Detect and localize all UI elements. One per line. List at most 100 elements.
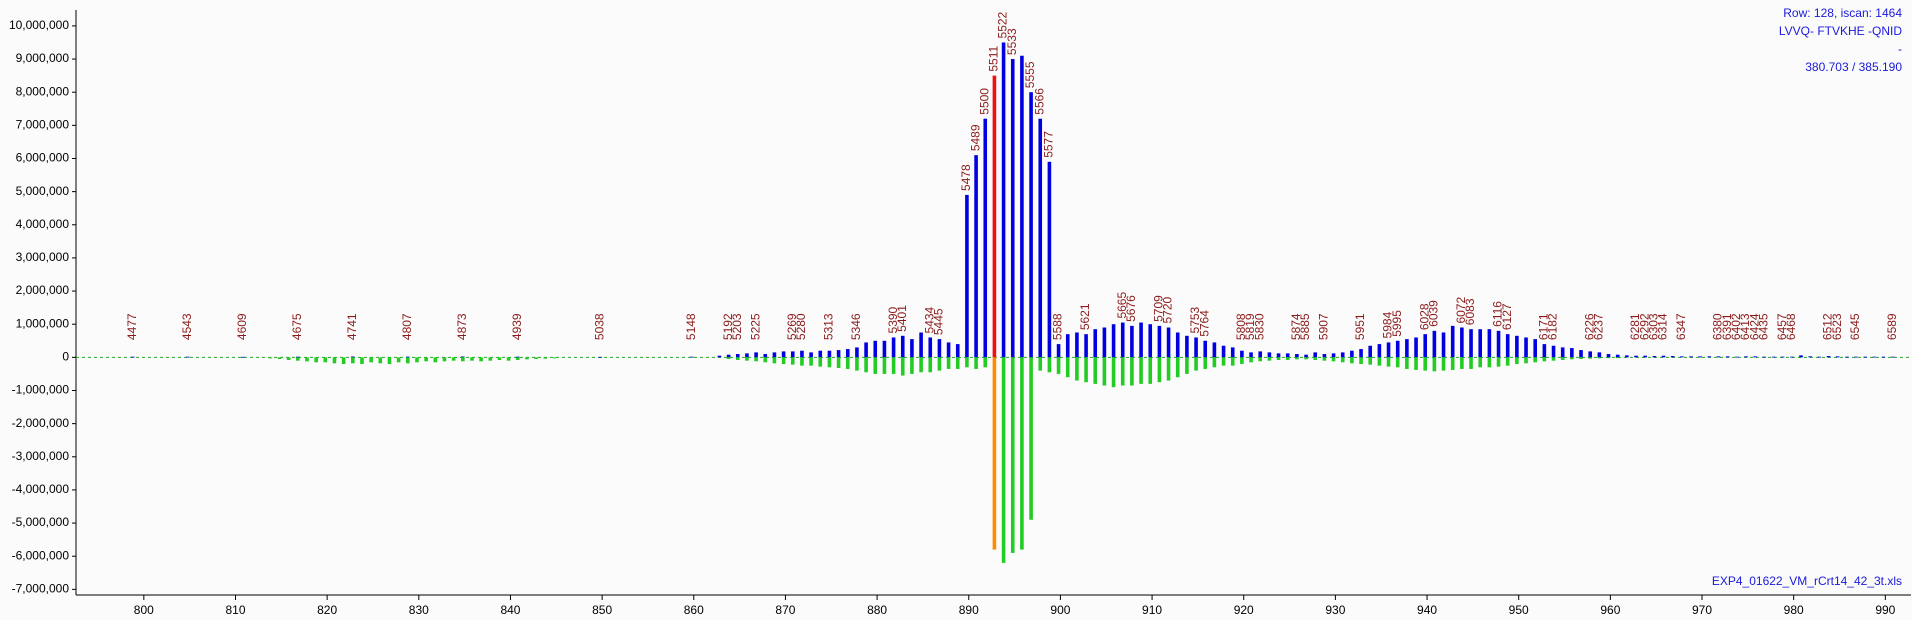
bar xyxy=(1258,351,1263,358)
bar xyxy=(1505,334,1510,358)
bar xyxy=(1111,324,1116,358)
bar xyxy=(855,357,859,371)
bar xyxy=(1010,59,1015,358)
peak-label: 6303 xyxy=(1647,313,1661,340)
y-tick-label: 0 xyxy=(62,350,69,364)
bar xyxy=(1322,354,1327,358)
x-tick-label: 920 xyxy=(1234,603,1254,617)
peak-label: 5566 xyxy=(1032,88,1046,115)
bar xyxy=(772,352,777,358)
bar xyxy=(1450,357,1455,370)
bar xyxy=(1221,357,1226,366)
bar xyxy=(735,354,740,358)
peak-label: 6226 xyxy=(1582,313,1596,340)
bar xyxy=(460,356,465,358)
bar xyxy=(1478,329,1483,358)
info-text: Row: 128, iscan: 1464 xyxy=(1783,6,1902,20)
bar xyxy=(488,357,493,361)
bar xyxy=(965,357,969,368)
bar xyxy=(515,357,520,361)
bar xyxy=(873,357,878,374)
bar xyxy=(910,357,914,374)
bar xyxy=(1689,356,1693,358)
x-tick-label: 960 xyxy=(1600,603,1620,617)
bar xyxy=(1038,118,1043,358)
x-tick-label: 830 xyxy=(409,603,429,617)
bar xyxy=(919,332,923,358)
bar xyxy=(1854,356,1858,358)
peak-label: 5346 xyxy=(849,313,863,340)
peak-label: 5192 xyxy=(721,313,735,340)
peak-label: 5995 xyxy=(1390,310,1404,337)
bar xyxy=(1423,334,1428,358)
bar xyxy=(1441,332,1446,358)
bar xyxy=(1249,352,1253,358)
bar xyxy=(1120,357,1125,386)
bar xyxy=(1331,353,1336,358)
bar xyxy=(1771,356,1776,358)
y-tick-label: -1,000,000 xyxy=(12,383,70,397)
bar xyxy=(241,356,245,358)
x-tick-label: 900 xyxy=(1050,603,1070,617)
bar xyxy=(525,357,529,360)
bar xyxy=(1588,357,1592,359)
bar xyxy=(974,357,978,369)
bar xyxy=(415,357,419,363)
bar xyxy=(1570,357,1574,360)
bar xyxy=(479,357,483,362)
bar xyxy=(1386,342,1391,358)
peak-label: 6083 xyxy=(1463,298,1477,325)
bar xyxy=(827,350,832,358)
peak-label: 5533 xyxy=(1005,28,1019,55)
bar xyxy=(1111,357,1116,388)
bar xyxy=(1285,357,1290,361)
bar xyxy=(1010,357,1015,553)
bar xyxy=(1414,357,1418,370)
bar xyxy=(928,337,933,358)
bar xyxy=(1542,357,1547,362)
bar xyxy=(1560,347,1565,358)
bar xyxy=(836,357,841,368)
peak-label: 6281 xyxy=(1628,313,1642,340)
bar xyxy=(1285,353,1290,358)
bar xyxy=(1450,325,1455,358)
bar xyxy=(754,357,758,362)
x-tick-label: 870 xyxy=(775,603,795,617)
peak-label: 5764 xyxy=(1197,310,1211,337)
x-tick-label: 890 xyxy=(959,603,979,617)
bar xyxy=(1001,42,1006,358)
bar xyxy=(873,340,878,358)
bar xyxy=(1625,355,1629,358)
peak-label: 6182 xyxy=(1546,313,1560,340)
bar xyxy=(1423,357,1428,371)
bar xyxy=(332,357,337,364)
bar xyxy=(983,118,988,358)
bar xyxy=(186,356,190,358)
x-tick-label: 860 xyxy=(684,603,704,617)
peak-label: 4477 xyxy=(125,313,139,340)
bar xyxy=(1322,357,1327,361)
bar xyxy=(1405,357,1409,369)
peak-label: 6413 xyxy=(1738,313,1752,340)
bar xyxy=(433,357,438,363)
x-tick-label: 910 xyxy=(1142,603,1162,617)
x-tick-label: 800 xyxy=(134,603,154,617)
bar xyxy=(305,357,309,362)
bar xyxy=(1185,357,1189,374)
bar xyxy=(1780,356,1785,358)
bar xyxy=(790,351,795,358)
bar xyxy=(745,357,749,361)
peak-label: 5225 xyxy=(748,313,762,340)
bar xyxy=(1139,357,1143,384)
bar xyxy=(946,357,951,369)
peak-label: 5511 xyxy=(987,45,1001,71)
bar xyxy=(1084,357,1088,383)
bar xyxy=(1194,337,1198,358)
bar xyxy=(296,356,300,358)
bar xyxy=(1478,357,1483,368)
bar xyxy=(809,352,813,358)
bar xyxy=(1340,357,1345,363)
peak-label: 5478 xyxy=(959,164,973,191)
bar xyxy=(1606,354,1611,358)
